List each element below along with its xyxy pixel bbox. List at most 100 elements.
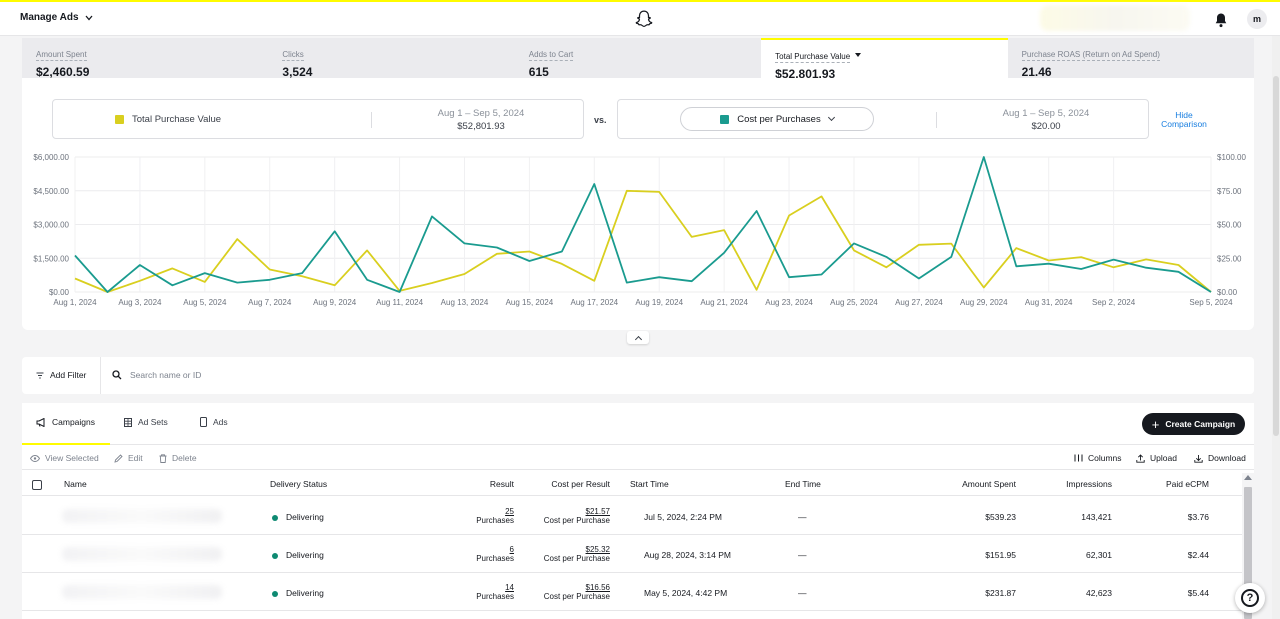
x-tick-label: Sep 2, 2024 [1092, 298, 1136, 307]
add-filter-label: Add Filter [50, 370, 87, 380]
x-tick-label: Aug 7, 2024 [248, 298, 292, 307]
tab-campaigns[interactable]: Campaigns [36, 417, 95, 427]
metric-label: Adds to Cart [528, 50, 574, 61]
chevron-up-icon [634, 335, 642, 343]
end-time: — [798, 588, 807, 598]
result-value[interactable]: 6 [509, 545, 514, 554]
table-scrollbar[interactable] [1242, 473, 1254, 619]
delete-button[interactable]: Delete [159, 453, 197, 463]
metric-adds-to-cart[interactable]: Adds to Cart 615 [515, 38, 761, 79]
scrollbar-thumb[interactable] [1244, 487, 1252, 619]
campaign-name-redacted[interactable] [62, 585, 222, 599]
upload-button[interactable]: Upload [1136, 453, 1177, 463]
metric-label: Purchase ROAS (Return on Ad Spend) [1021, 50, 1160, 61]
metric-value: 615 [528, 65, 549, 79]
chart-card: Total Purchase Value Aug 1 – Sep 5, 2024… [22, 78, 1254, 330]
adsets-icon [124, 417, 132, 427]
campaign-name-redacted[interactable] [62, 547, 222, 561]
series-line-cost-per-purchases [74, 156, 1212, 293]
table-row[interactable]: Delivering 25 Purchases $21.57 Cost per Purc… [22, 497, 1242, 535]
select-all-checkbox[interactable] [32, 480, 42, 490]
primary-metric-box: Total Purchase Value Aug 1 – Sep 5, 2024… [52, 99, 584, 139]
y-right-tick-label: $100.00 [1217, 153, 1246, 162]
chevron-down-icon [85, 15, 93, 20]
col-paid-ecpm[interactable]: Paid eCPM [1166, 479, 1209, 489]
hide-comparison-link[interactable]: Hide Comparison [1161, 110, 1207, 129]
primary-date-range: Aug 1 – Sep 5, 2024 [437, 108, 525, 119]
y-left-tick-label: $3,000.00 [33, 221, 69, 230]
tab-ad-sets[interactable]: Ad Sets [124, 417, 168, 427]
table-header: Name Delivery Status Result Cost per Res… [22, 471, 1242, 496]
divider [936, 112, 937, 128]
snapchat-ghost-icon[interactable] [634, 9, 654, 29]
x-tick-label: Aug 19, 2024 [635, 298, 683, 307]
table-row[interactable]: Delivering 6 Purchases $25.32 Cost per Purch… [22, 535, 1242, 573]
collapse-chart-button[interactable] [627, 331, 649, 344]
metric-label: Clicks [282, 50, 304, 61]
start-time: Jul 5, 2024, 2:24 PM [644, 512, 722, 522]
x-tick-label: Aug 1, 2024 [53, 298, 97, 307]
metric-amount-spent[interactable]: Amount Spent $2,460.59 [22, 38, 268, 79]
x-tick-label: Aug 3, 2024 [118, 298, 162, 307]
result-value[interactable]: 25 [505, 507, 514, 516]
line-chart: $0.00 $1,500.00 $3,000.00 $4,500.00 $6,000.0… [33, 153, 1246, 307]
cost-value[interactable]: $16.56 [585, 583, 610, 592]
avatar[interactable]: m [1247, 9, 1267, 29]
entity-tabs: Campaigns Ad Sets Ads + Create Campaign [22, 403, 1254, 445]
col-delivery-status[interactable]: Delivery Status [270, 479, 328, 489]
phone-icon [200, 417, 207, 427]
columns-button[interactable]: Columns [1074, 453, 1122, 463]
add-filter-button[interactable]: Add Filter [36, 370, 86, 380]
y-right-tick-label: $25.00 [1217, 254, 1242, 263]
paid-ecpm: $2.44 [1187, 550, 1209, 560]
table-row[interactable]: Delivering 14 Purchases $16.56 Cost per Purc… [22, 573, 1242, 611]
y-left-tick-label: $0.00 [49, 288, 70, 297]
impressions: 42,623 [1086, 588, 1112, 598]
create-campaign-button[interactable]: + Create Campaign [1142, 413, 1245, 435]
cost-value[interactable]: $25.32 [585, 545, 610, 554]
search-input[interactable] [130, 370, 530, 380]
divider [100, 357, 101, 394]
metric-clicks[interactable]: Clicks 3,524 [268, 38, 514, 79]
edit-button[interactable]: Edit [114, 453, 143, 463]
bell-icon[interactable] [1214, 12, 1228, 28]
manage-ads-menu[interactable]: Manage Ads [20, 12, 93, 23]
page-scrollbar[interactable] [1272, 36, 1280, 619]
metric-purchase-roas[interactable]: Purchase ROAS (Return on Ad Spend) 21.46 [1008, 38, 1254, 79]
page-scrollbar-thumb[interactable] [1273, 76, 1279, 436]
status-dot-icon [272, 552, 278, 559]
campaign-name-redacted[interactable] [62, 509, 222, 523]
top-bar: Manage Ads m [0, 0, 1280, 36]
scroll-up-icon[interactable] [1244, 475, 1252, 480]
col-impressions[interactable]: Impressions [1066, 479, 1112, 489]
secondary-date-range: Aug 1 – Sep 5, 2024 [1002, 108, 1090, 119]
secondary-metric-dropdown[interactable]: Cost per Purchases [680, 107, 874, 131]
view-selected-button[interactable]: View Selected [30, 453, 99, 463]
x-tick-label: Aug 23, 2024 [765, 298, 813, 307]
col-cost-per-result[interactable]: Cost per Result [551, 479, 610, 489]
col-result[interactable]: Result [489, 479, 514, 489]
question-icon: ? [1241, 589, 1259, 607]
x-tick-label: Aug 17, 2024 [571, 298, 619, 307]
col-name[interactable]: Name [64, 479, 87, 489]
filter-bar: Add Filter [22, 357, 1254, 394]
active-tab-indicator [22, 443, 110, 445]
chevron-down-icon [827, 113, 835, 122]
caret-down-icon[interactable] [855, 52, 862, 57]
secondary-metric-value: $20.00 [1031, 121, 1061, 132]
col-start-time[interactable]: Start Time [630, 479, 669, 489]
download-button[interactable]: Download [1194, 453, 1246, 463]
tab-ads[interactable]: Ads [200, 417, 228, 427]
metric-value: $52,801.93 [775, 67, 836, 81]
cost-value[interactable]: $21.57 [585, 507, 610, 516]
metric-label: Total Purchase Value [775, 52, 851, 63]
col-amount-spent[interactable]: Amount Spent [962, 479, 1016, 489]
col-end-time[interactable]: End Time [785, 479, 821, 489]
y-right-tick-label: $75.00 [1217, 187, 1242, 196]
cost-per-result-cell: $21.57 Cost per Purchase [520, 507, 610, 525]
amount-spent: $539.23 [985, 512, 1016, 522]
metric-total-purchase-value[interactable]: Total Purchase Value $52,801.93 [761, 38, 1008, 81]
result-value[interactable]: 14 [505, 583, 514, 592]
help-button[interactable]: ? [1235, 583, 1265, 613]
amount-spent: $231.87 [985, 588, 1016, 598]
